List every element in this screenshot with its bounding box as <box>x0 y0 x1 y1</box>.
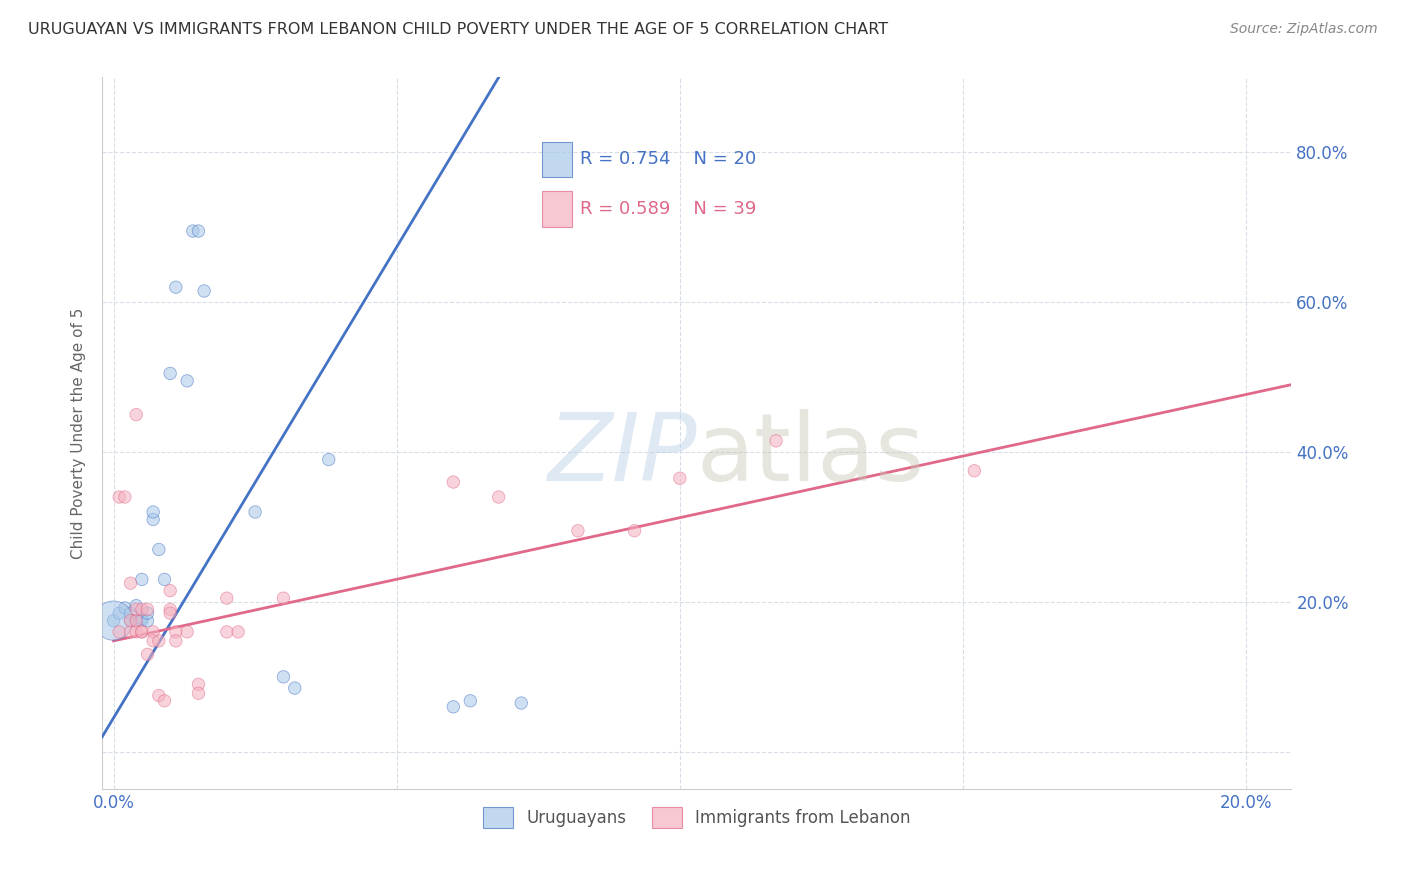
Point <box>159 583 181 598</box>
Y-axis label: Child Poverty Under the Age of 5: Child Poverty Under the Age of 5 <box>72 308 86 559</box>
Point <box>131 602 153 616</box>
Point <box>142 512 165 526</box>
Point <box>131 573 153 587</box>
Point <box>159 602 181 616</box>
Point <box>125 614 148 628</box>
Point <box>131 611 153 625</box>
Point <box>120 624 142 639</box>
Point <box>165 280 187 294</box>
Point <box>136 606 159 620</box>
Point <box>125 614 148 628</box>
Point <box>187 686 209 700</box>
Legend: Uruguayans, Immigrants from Lebanon: Uruguayans, Immigrants from Lebanon <box>477 801 917 834</box>
Point <box>765 434 787 448</box>
Point <box>318 452 340 467</box>
Point <box>125 602 148 616</box>
Point <box>623 524 645 538</box>
Point <box>136 602 159 616</box>
Point <box>963 464 986 478</box>
Point <box>187 224 209 238</box>
Point <box>125 599 148 613</box>
Text: Source: ZipAtlas.com: Source: ZipAtlas.com <box>1230 22 1378 37</box>
Point <box>125 624 148 639</box>
Point <box>120 614 142 628</box>
Point <box>176 624 198 639</box>
Point <box>153 694 176 708</box>
Point <box>142 624 165 639</box>
FancyBboxPatch shape <box>543 142 572 178</box>
Point <box>131 614 153 628</box>
Point <box>215 624 238 639</box>
Point <box>153 573 176 587</box>
Point <box>284 681 307 695</box>
Point <box>136 614 159 628</box>
Point <box>165 633 187 648</box>
Point <box>142 633 165 648</box>
Point <box>669 471 692 485</box>
Point <box>142 505 165 519</box>
Point <box>136 648 159 662</box>
Point <box>187 677 209 691</box>
Point <box>165 624 187 639</box>
Point <box>176 374 198 388</box>
Point <box>108 624 131 639</box>
Point <box>243 505 266 519</box>
Point <box>273 670 295 684</box>
Point <box>215 591 238 606</box>
Point <box>567 524 589 538</box>
Point <box>273 591 295 606</box>
Point <box>103 614 125 628</box>
Point <box>114 601 136 615</box>
Text: URUGUAYAN VS IMMIGRANTS FROM LEBANON CHILD POVERTY UNDER THE AGE OF 5 CORRELATIO: URUGUAYAN VS IMMIGRANTS FROM LEBANON CHI… <box>28 22 889 37</box>
Text: R = 0.589    N = 39: R = 0.589 N = 39 <box>581 200 756 219</box>
Point <box>131 624 153 639</box>
Point <box>460 694 482 708</box>
Point <box>120 614 142 628</box>
Point <box>159 367 181 381</box>
Point <box>108 490 131 504</box>
Point <box>103 614 125 628</box>
Point <box>488 490 510 504</box>
Point <box>181 224 204 238</box>
Point <box>120 576 142 591</box>
Point <box>120 606 142 620</box>
Text: ZIP: ZIP <box>547 409 697 500</box>
Point <box>226 624 249 639</box>
Point <box>441 699 464 714</box>
Point <box>510 696 533 710</box>
Point <box>108 606 131 620</box>
Point <box>148 633 170 648</box>
Point <box>441 475 464 489</box>
Point <box>148 689 170 703</box>
Point <box>148 542 170 557</box>
FancyBboxPatch shape <box>543 191 572 227</box>
Point <box>159 606 181 620</box>
Text: atlas: atlas <box>697 409 925 500</box>
Point <box>131 624 153 639</box>
Text: R = 0.754    N = 20: R = 0.754 N = 20 <box>581 150 756 169</box>
Point <box>193 284 215 298</box>
Point <box>114 490 136 504</box>
Point <box>125 408 148 422</box>
